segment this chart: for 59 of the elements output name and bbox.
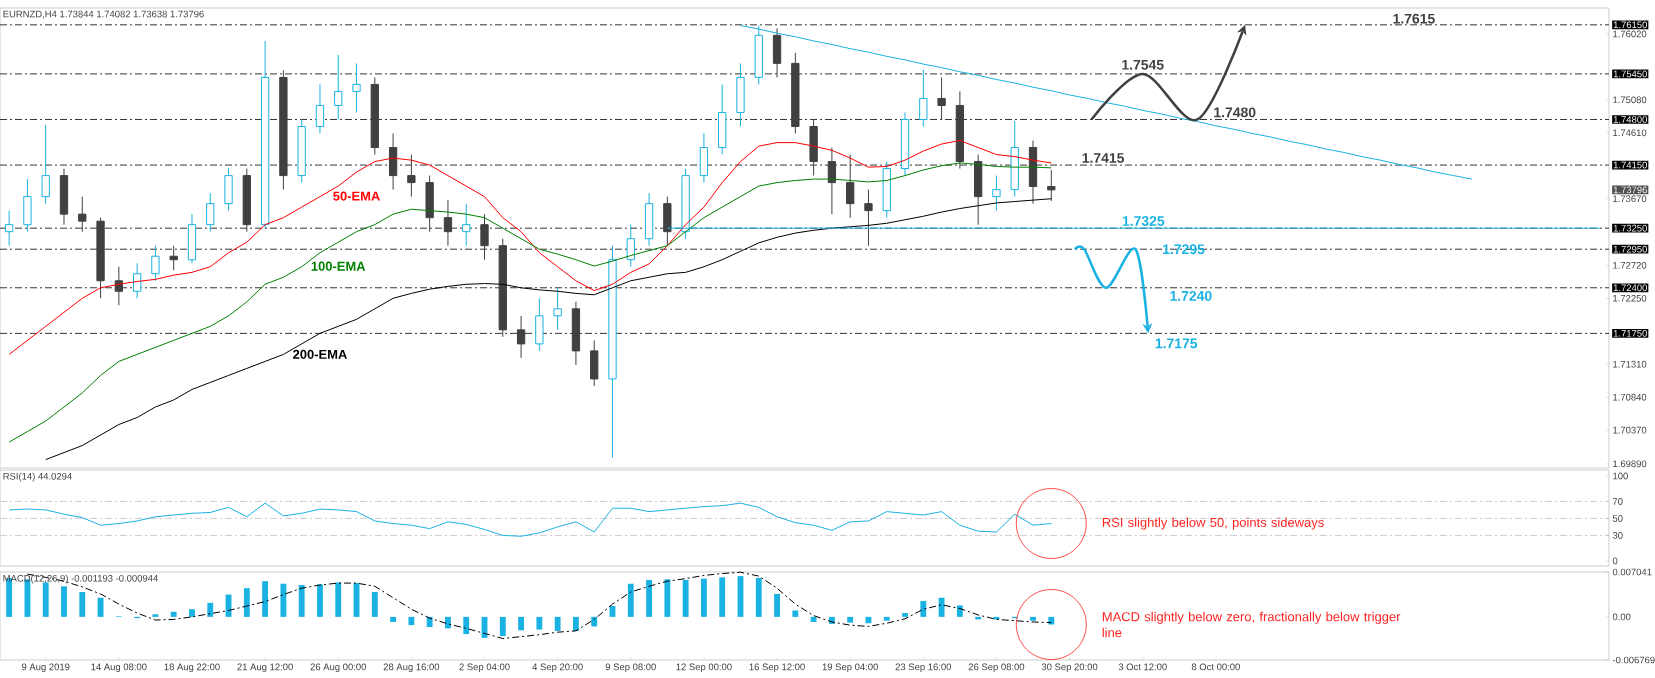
x-tick-label: 2 Sep 04:00 xyxy=(459,663,510,673)
y-tick-label: 50 xyxy=(1612,515,1623,522)
x-tick-label: 14 Aug 08:00 xyxy=(91,663,147,673)
y-tick-label: 1.72250 xyxy=(1613,294,1647,302)
y-tick-label: 70 xyxy=(1612,498,1623,505)
y-tick-label: 1.73670 xyxy=(1613,195,1647,203)
text: 1.73796 xyxy=(1613,186,1647,194)
x-tick-label: 26 Aug 00:00 xyxy=(310,663,367,673)
ref-line-label: 1.72950 xyxy=(1613,245,1647,253)
y-tick-label: 1.72720 xyxy=(1613,261,1647,269)
x-tick-label: 26 Sep 08:00 xyxy=(968,663,1025,673)
y-tick-label: 1.71310 xyxy=(1613,360,1647,368)
y-tick-label: 1.76020 xyxy=(1613,30,1647,38)
annotation: RSI slightly below 50, points sideways xyxy=(1102,517,1324,530)
x-tick-label: 9 Aug 2019 xyxy=(21,663,70,673)
x-tick-label: 12 Sep 00:00 xyxy=(676,663,732,673)
x-tick-label: 18 Aug 22:00 xyxy=(164,663,220,673)
annotation: MACD slightly below zero, fractionally below trigger line xyxy=(1102,611,1401,638)
y-tick-label: 30 xyxy=(1612,532,1623,539)
annotation: 1.7240 xyxy=(1170,290,1212,301)
annotation: 1.7175 xyxy=(1155,338,1198,349)
x-tick-label: 8 Oct 00:00 xyxy=(1191,663,1240,671)
x-tick-label: 16 Sep 12:00 xyxy=(749,663,805,673)
x-tick-label: 23 Sep 16:00 xyxy=(895,663,952,673)
y-tick-label: 0.007041 xyxy=(1612,568,1652,576)
ref-line-label: 1.71750 xyxy=(1613,330,1647,337)
ref-line-label: 1.74800 xyxy=(1613,116,1647,123)
y-tick-label: 1.74610 xyxy=(1613,129,1647,137)
series-label: 50-EMA xyxy=(333,191,380,201)
x-tick-label: 3 Oct 12:00 xyxy=(1118,663,1167,671)
y-tick-label: 1.70840 xyxy=(1613,393,1647,401)
annotation: 1.7295 xyxy=(1163,244,1205,255)
series-label: 200-EMA xyxy=(293,349,347,359)
y-tick-label: 0 xyxy=(1612,557,1618,565)
y-tick-label: 1.70370 xyxy=(1613,426,1647,434)
series-label: 100-EMA xyxy=(311,261,366,271)
chart-title: EURNZD,H4 1.73844 1.74082 1.73638 1.73796 xyxy=(3,10,204,19)
ref-line-label: 1.73250 xyxy=(1613,224,1647,232)
y-tick-label: 100 xyxy=(1613,472,1628,480)
annotation: 1.7325 xyxy=(1122,216,1165,226)
x-tick-label: 28 Aug 16:00 xyxy=(383,663,440,673)
annotation: 1.7415 xyxy=(1082,153,1125,163)
x-tick-label: 21 Aug 12:00 xyxy=(237,663,293,673)
x-tick-label: 9 Sep 08:00 xyxy=(605,663,656,673)
x-tick-label: 19 Sep 04:00 xyxy=(822,663,878,673)
x-tick-label: 4 Sep 20:00 xyxy=(532,663,583,673)
annotation: 1.7480 xyxy=(1214,107,1256,118)
ref-line-label: 1.76150 xyxy=(1613,21,1647,29)
x-tick-label: 30 Sep 20:00 xyxy=(1041,663,1098,673)
y-tick-label: 1.75080 xyxy=(1613,96,1647,104)
annotation: 1.7615 xyxy=(1393,13,1435,24)
annotation: 1.7545 xyxy=(1122,59,1164,70)
y-tick-label: 1.69890 xyxy=(1613,460,1647,468)
y-tick-label: 0.00 xyxy=(1612,613,1631,621)
chart-title: RSI(14) 44.0294 xyxy=(3,472,72,482)
ref-line-label: 1.72400 xyxy=(1613,284,1647,292)
y-tick-label: -0.006769 xyxy=(1612,656,1655,664)
ref-line-label: 1.75450 xyxy=(1613,70,1647,78)
ref-line-label: 1.74150 xyxy=(1613,161,1647,169)
